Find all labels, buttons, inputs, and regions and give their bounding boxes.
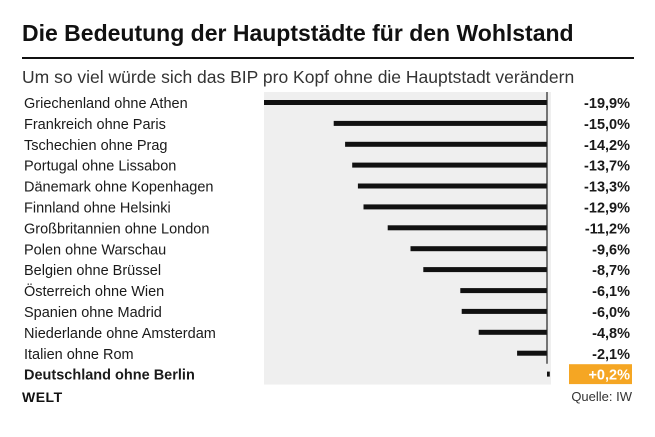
value-label: -14,2%	[584, 138, 630, 154]
source-note: Quelle: IW	[571, 389, 632, 404]
category-label: Italien ohne Rom	[24, 347, 134, 363]
category-label: Griechenland ohne Athen	[24, 96, 188, 112]
bar	[461, 308, 547, 314]
value-label: -15,0%	[584, 117, 630, 133]
category-label: Spanien ohne Madrid	[24, 305, 162, 321]
chart-subtitle: Um so viel würde sich das BIP pro Kopf o…	[22, 67, 575, 87]
category-label: Tschechien ohne Prag	[24, 138, 168, 154]
category-label: Frankreich ohne Paris	[24, 117, 166, 133]
bar	[547, 371, 550, 377]
category-label: Portugal ohne Lissabon	[24, 159, 176, 175]
bar	[345, 141, 547, 147]
bar	[517, 350, 547, 356]
value-label: -6,1%	[592, 284, 630, 300]
title-divider	[22, 57, 634, 59]
bar	[410, 246, 547, 252]
category-label: Niederlande ohne Amsterdam	[24, 326, 216, 342]
bar	[333, 120, 547, 126]
category-label: Deutschland ohne Berlin	[24, 368, 195, 384]
bar-track-background	[264, 92, 551, 385]
bar	[423, 267, 547, 273]
value-label: -13,7%	[584, 159, 630, 175]
value-label: -4,8%	[592, 326, 630, 342]
highlight-label-background	[569, 364, 632, 385]
category-label: Finnland ohne Helsinki	[24, 200, 171, 216]
bar	[352, 162, 547, 168]
category-label: Polen ohne Warschau	[24, 242, 166, 258]
value-label: -19,9%	[584, 96, 630, 112]
category-label: Belgien ohne Brüssel	[24, 263, 161, 279]
chart-title: Die Bedeutung der Hauptstädte für den Wo…	[22, 20, 574, 46]
value-label: -2,1%	[592, 347, 630, 363]
value-label: -8,7%	[592, 263, 630, 279]
bar	[387, 225, 547, 231]
value-label: -9,6%	[592, 242, 630, 258]
value-label: -11,2%	[585, 221, 630, 237]
bar	[460, 288, 547, 294]
bar	[363, 204, 547, 210]
value-label: -13,3%	[584, 180, 630, 196]
category-label: Österreich ohne Wien	[24, 282, 164, 300]
bar	[264, 100, 547, 105]
welt-logo: WELT	[22, 389, 63, 405]
category-label: Großbritannien ohne London	[24, 221, 209, 237]
value-label: -12,9%	[584, 200, 630, 216]
value-label: +0,2%	[588, 368, 630, 384]
value-label: -6,0%	[592, 305, 630, 321]
bar	[357, 183, 547, 189]
bar	[478, 329, 547, 335]
category-label: Dänemark ohne Kopenhagen	[24, 180, 213, 196]
